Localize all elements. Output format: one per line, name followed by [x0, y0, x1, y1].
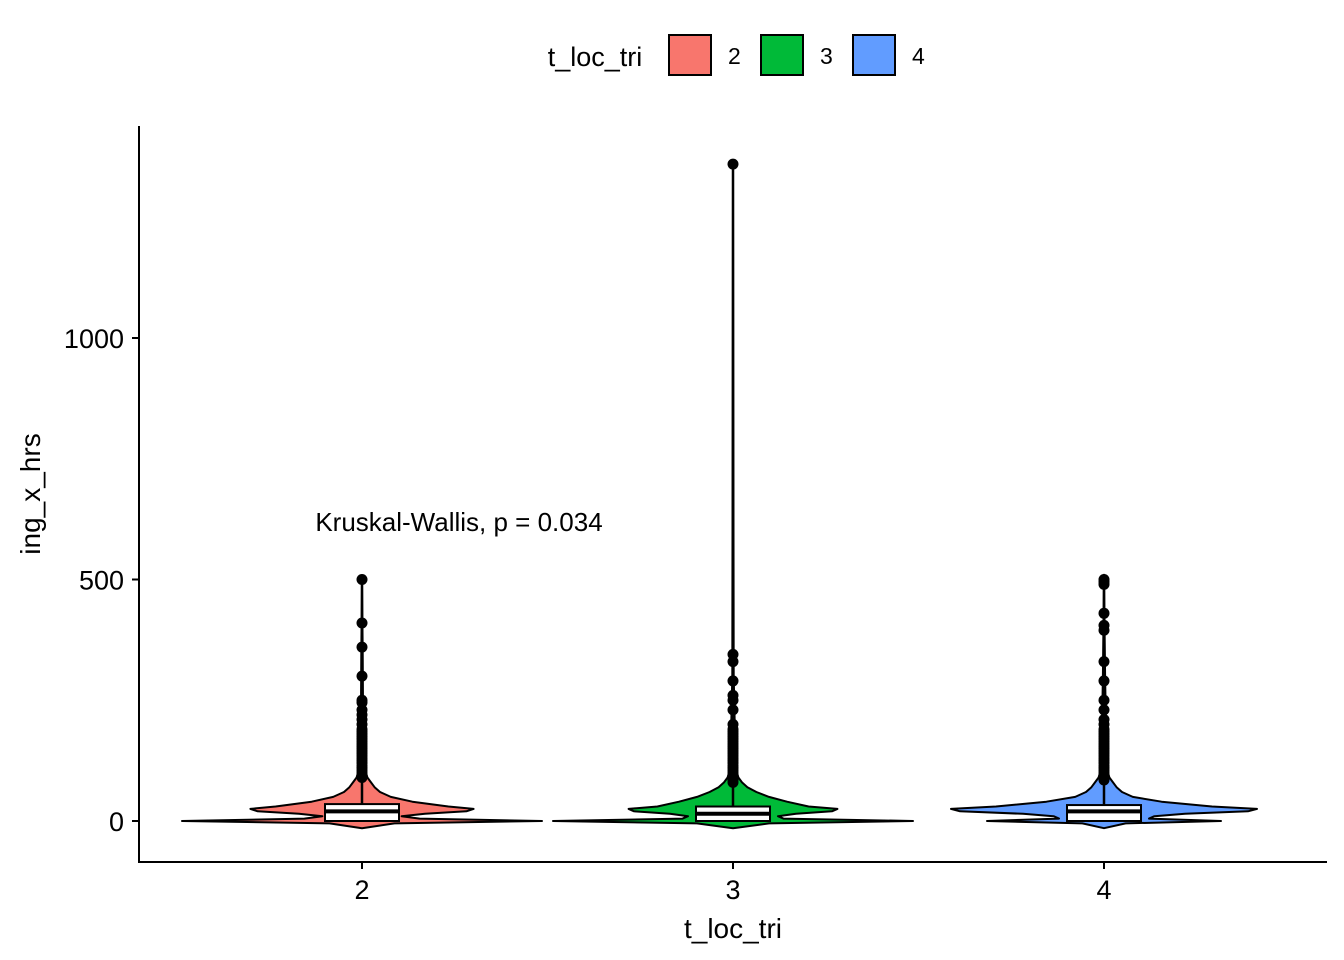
x-tick-label: 4	[1096, 875, 1111, 905]
legend-label-2: 2	[728, 43, 741, 69]
legend-title: t_loc_tri	[548, 42, 643, 72]
outlier-point	[1098, 694, 1110, 706]
violin-group-2	[181, 574, 543, 830]
outlier-point	[1098, 704, 1110, 716]
x-axis-ticks: 2 3 4	[354, 862, 1112, 905]
outlier-point	[356, 670, 368, 682]
outlier-point	[1098, 619, 1110, 631]
legend-swatch-4	[852, 34, 896, 76]
legend-items: 2 3 4	[668, 34, 925, 76]
outlier-point	[1098, 656, 1110, 668]
outlier-point	[1098, 607, 1110, 619]
outlier-point	[356, 574, 368, 585]
outlier-point	[356, 617, 368, 629]
outlier-point	[356, 694, 368, 706]
outlier-point	[1098, 714, 1110, 726]
stat-annotation: Kruskal-Wallis, p = 0.034	[315, 507, 602, 537]
legend-swatch-2	[668, 34, 712, 76]
x-axis-label: t_loc_tri	[684, 913, 782, 944]
y-axis-label: ing_x_hrs	[15, 433, 46, 554]
violin-group-3	[552, 158, 914, 830]
y-tick-label: 500	[79, 566, 124, 596]
outlier-point	[1098, 574, 1110, 585]
legend-label-3: 3	[820, 43, 833, 69]
violin-group-4	[950, 573, 1258, 830]
legend-swatch-3	[760, 34, 804, 76]
y-tick-label: 1000	[64, 324, 124, 354]
outlier-point	[727, 675, 739, 687]
outlier-point	[727, 648, 739, 660]
x-tick-label: 3	[725, 875, 740, 905]
legend-label-4: 4	[912, 43, 925, 69]
outlier-point	[727, 689, 739, 701]
outlier-point	[1098, 675, 1110, 687]
outlier-point	[356, 641, 368, 653]
y-axis-ticks: 0 500 1000	[64, 324, 139, 837]
y-tick-label: 0	[109, 807, 124, 837]
outlier-point	[727, 704, 739, 716]
outlier-point	[727, 718, 739, 730]
legend: t_loc_tri 2 3 4	[548, 34, 925, 76]
plot-area	[181, 158, 1258, 830]
x-tick-label: 2	[354, 875, 369, 905]
outlier-point	[727, 158, 739, 170]
